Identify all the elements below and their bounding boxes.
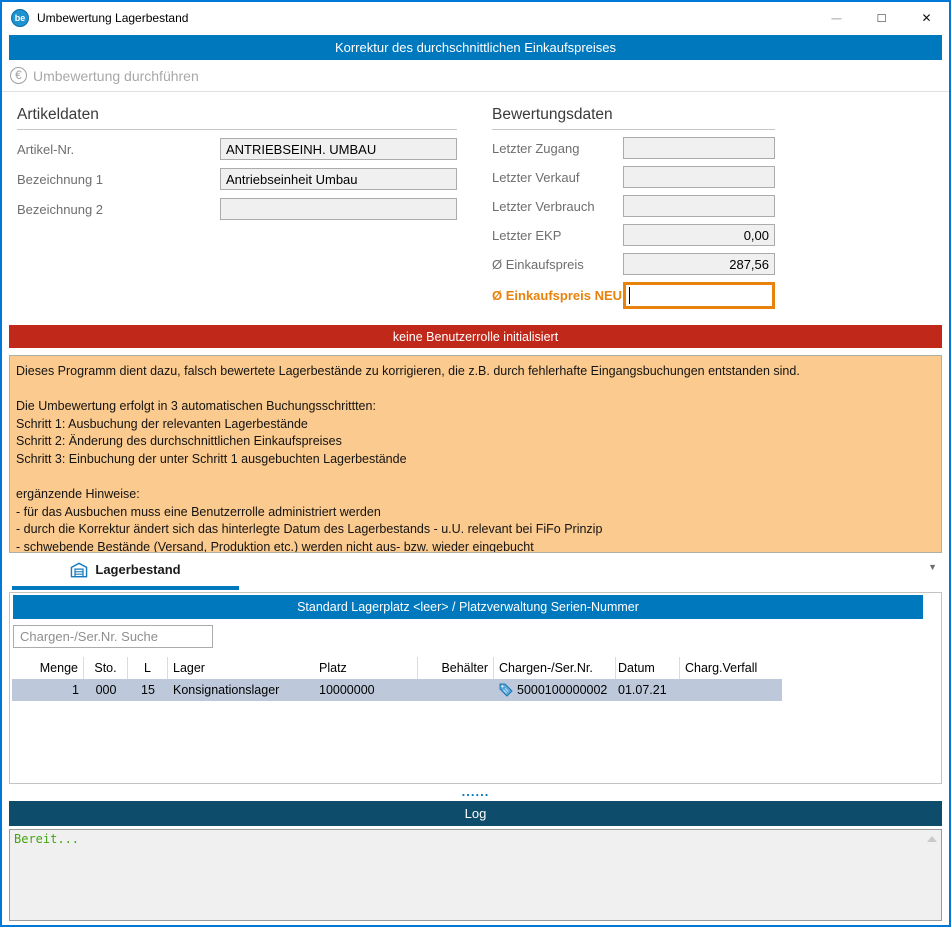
letzter-zugang-field[interactable] [623, 137, 775, 159]
chargen-search-input[interactable] [13, 625, 213, 648]
title-bar: be Umbewertung Lagerbestand ─ □ ✕ [2, 2, 949, 33]
col-menge[interactable]: Menge [12, 657, 84, 679]
close-button[interactable]: ✕ [921, 10, 932, 25]
cell-l: 15 [141, 683, 155, 697]
serial-tag-icon [499, 683, 513, 697]
lagerbestand-table: Menge Sto. L Lager Platz Behälter Charge… [12, 657, 939, 701]
cell-charg-verfall [680, 679, 780, 701]
artikeldaten-heading: Artikeldaten [17, 106, 457, 130]
bezeichnung-2-label: Bezeichnung 2 [17, 201, 104, 217]
einkaufspreis-neu-input[interactable] [623, 282, 775, 309]
bezeichnung-1-label: Bezeichnung 1 [17, 171, 104, 187]
euro-icon: € [10, 67, 27, 84]
einkaufspreis-neu-wrap [623, 282, 775, 309]
tab-lagerbestand-label: Lagerbestand [95, 562, 181, 577]
cell-behaelter [418, 679, 494, 701]
col-l[interactable]: L [128, 657, 168, 679]
artikel-nr-label: Artikel-Nr. [17, 141, 75, 157]
splitter-handle[interactable]: ...... [461, 784, 490, 799]
scroll-up-icon[interactable] [927, 836, 937, 842]
log-output[interactable]: Bereit... [9, 829, 942, 921]
lagerbestand-panel: Standard Lagerplatz <leer> / Platzverwal… [9, 592, 942, 784]
umbewertung-durchfuehren-button[interactable]: Umbewertung durchführen [33, 67, 199, 84]
cell-menge: 1 [72, 683, 79, 697]
einkaufspreis-field[interactable] [623, 253, 775, 275]
letzter-ekp-field[interactable] [623, 224, 775, 246]
table-row[interactable]: 1 000 15 Konsignationslager 10000000 500… [12, 679, 782, 701]
window-title: Umbewertung Lagerbestand [37, 10, 189, 25]
bezeichnung-1-field[interactable] [220, 168, 457, 190]
col-lager[interactable]: Lager [173, 661, 205, 675]
artikel-nr-field[interactable] [220, 138, 457, 160]
tab-lagerbestand[interactable]: Lagerbestand [12, 553, 239, 590]
cell-lager: Konsignationslager [173, 683, 280, 697]
lagerplatz-caption-bar: Standard Lagerplatz <leer> / Platzverwal… [13, 595, 923, 619]
log-text: Bereit... [14, 832, 80, 846]
minimize-button[interactable]: ─ [831, 9, 842, 26]
col-sto[interactable]: Sto. [84, 657, 128, 679]
letzter-verkauf-field[interactable] [623, 166, 775, 188]
cell-sto: 000 [95, 683, 117, 697]
warehouse-icon [70, 562, 88, 578]
tab-row: Lagerbestand ▼ [2, 553, 949, 590]
bewertungsdaten-group: Bewertungsdaten Letzter Zugang Letzter V… [492, 106, 775, 309]
table-header-row: Menge Sto. L Lager Platz Behälter Charge… [12, 657, 939, 679]
window-controls: ─ □ ✕ [814, 2, 949, 33]
col-behaelter[interactable]: Behälter [418, 657, 494, 679]
form-section: Artikeldaten Artikel-Nr. Bezeichnung 1 B… [2, 92, 949, 321]
header-caption-bar: Korrektur des durchschnittlichen Einkauf… [9, 35, 942, 60]
toolbar: € Umbewertung durchführen [2, 60, 949, 92]
bezeichnung-2-field[interactable] [220, 198, 457, 220]
text-cursor [629, 287, 630, 304]
letzter-verbrauch-label: Letzter Verbrauch [492, 198, 595, 214]
cell-chargen-value: 5000100000002 [517, 683, 608, 697]
letzter-ekp-label: Letzter EKP [492, 227, 562, 243]
col-charg-verfall[interactable]: Charg.Verfall [685, 661, 758, 675]
bewertungsdaten-heading: Bewertungsdaten [492, 106, 775, 130]
artikeldaten-group: Artikeldaten Artikel-Nr. Bezeichnung 1 B… [17, 106, 457, 220]
info-box: Dieses Programm dient dazu, falsch bewer… [9, 355, 942, 553]
einkaufspreis-neu-label: Ø Einkaufspreis NEU [492, 288, 623, 303]
maximize-button[interactable]: □ [877, 10, 886, 25]
letzter-verbrauch-field[interactable] [623, 195, 775, 217]
tab-overflow-caret-icon[interactable]: ▼ [928, 562, 937, 572]
warning-bar: keine Benutzerrolle initialisiert [9, 325, 942, 348]
cell-datum: 01.07.21 [618, 683, 667, 697]
letzter-zugang-label: Letzter Zugang [492, 140, 580, 156]
letzter-verkauf-label: Letzter Verkauf [492, 169, 580, 185]
app-logo-icon: be [11, 8, 29, 27]
col-platz[interactable]: Platz [314, 657, 418, 679]
log-caption-bar: Log [9, 801, 942, 826]
cell-chargen: 5000100000002 [494, 679, 616, 701]
col-datum[interactable]: Datum [616, 657, 680, 679]
col-chargen[interactable]: Chargen-/Ser.Nr. [494, 657, 616, 679]
cell-platz: 10000000 [319, 683, 375, 697]
einkaufspreis-label: Ø Einkaufspreis [492, 256, 584, 272]
